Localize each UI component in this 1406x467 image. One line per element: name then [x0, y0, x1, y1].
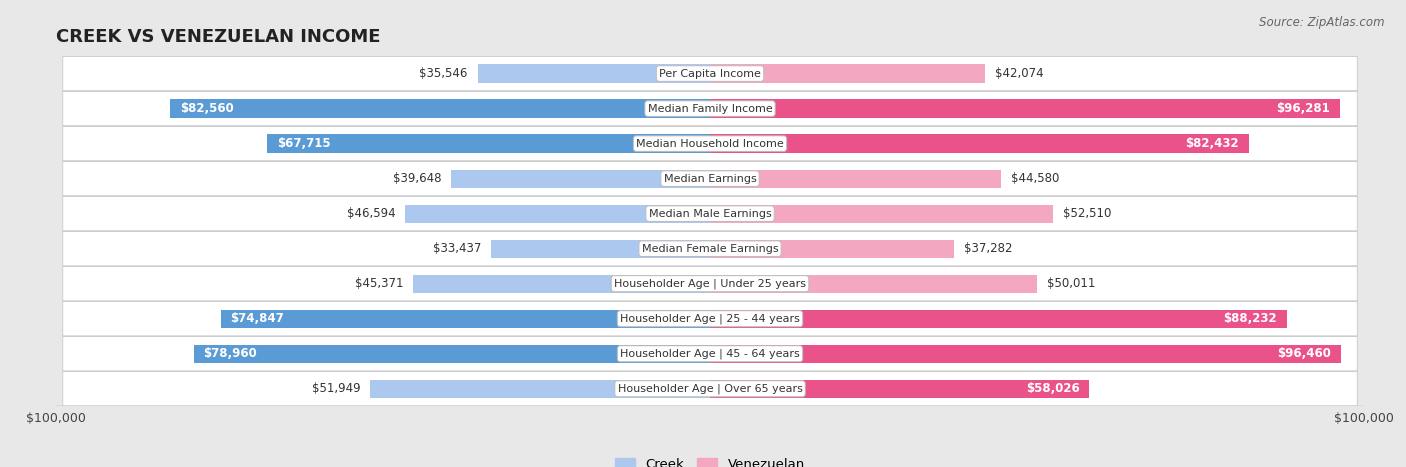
Bar — [478, 64, 710, 83]
Text: Source: ZipAtlas.com: Source: ZipAtlas.com — [1260, 16, 1385, 29]
Text: $67,715: $67,715 — [277, 137, 330, 150]
Bar — [710, 240, 953, 258]
Bar — [710, 99, 1340, 118]
Bar — [710, 275, 1038, 293]
Bar — [710, 134, 1249, 153]
Text: Per Capita Income: Per Capita Income — [659, 69, 761, 78]
Bar — [710, 205, 1053, 223]
Legend: Creek, Venezuelan: Creek, Venezuelan — [610, 453, 810, 467]
Text: CREEK VS VENEZUELAN INCOME: CREEK VS VENEZUELAN INCOME — [56, 28, 381, 46]
Bar — [267, 134, 710, 153]
FancyBboxPatch shape — [63, 337, 1357, 371]
Text: $37,282: $37,282 — [963, 242, 1012, 255]
Text: $82,560: $82,560 — [180, 102, 233, 115]
FancyBboxPatch shape — [63, 92, 1357, 126]
Bar — [370, 380, 710, 398]
Text: Median Family Income: Median Family Income — [648, 104, 772, 113]
Bar — [710, 345, 1341, 363]
Bar — [710, 64, 986, 83]
Text: $45,371: $45,371 — [356, 277, 404, 290]
Text: Householder Age | 25 - 44 years: Householder Age | 25 - 44 years — [620, 313, 800, 324]
Text: Householder Age | 45 - 64 years: Householder Age | 45 - 64 years — [620, 348, 800, 359]
Text: $96,460: $96,460 — [1277, 347, 1331, 360]
Text: $50,011: $50,011 — [1047, 277, 1095, 290]
Bar — [405, 205, 710, 223]
FancyBboxPatch shape — [63, 197, 1357, 231]
FancyBboxPatch shape — [63, 57, 1357, 91]
Bar — [710, 380, 1090, 398]
Text: Householder Age | Under 25 years: Householder Age | Under 25 years — [614, 278, 806, 289]
Text: $46,594: $46,594 — [347, 207, 395, 220]
Text: $33,437: $33,437 — [433, 242, 482, 255]
Bar — [194, 345, 710, 363]
Text: $39,648: $39,648 — [392, 172, 441, 185]
Text: $44,580: $44,580 — [1011, 172, 1060, 185]
Text: $78,960: $78,960 — [204, 347, 257, 360]
Text: $35,546: $35,546 — [419, 67, 468, 80]
Bar — [170, 99, 710, 118]
FancyBboxPatch shape — [63, 232, 1357, 266]
Text: $74,847: $74,847 — [231, 312, 284, 325]
Text: $96,281: $96,281 — [1277, 102, 1330, 115]
Text: $82,432: $82,432 — [1185, 137, 1239, 150]
Bar — [451, 170, 710, 188]
Bar — [710, 310, 1286, 328]
Text: $52,510: $52,510 — [1063, 207, 1112, 220]
Text: $42,074: $42,074 — [995, 67, 1043, 80]
Bar — [413, 275, 710, 293]
Text: Householder Age | Over 65 years: Householder Age | Over 65 years — [617, 383, 803, 394]
FancyBboxPatch shape — [63, 267, 1357, 301]
FancyBboxPatch shape — [63, 127, 1357, 161]
FancyBboxPatch shape — [63, 162, 1357, 196]
FancyBboxPatch shape — [63, 372, 1357, 406]
Text: $58,026: $58,026 — [1026, 382, 1080, 395]
Text: Median Male Earnings: Median Male Earnings — [648, 209, 772, 219]
Bar — [221, 310, 710, 328]
Text: Median Earnings: Median Earnings — [664, 174, 756, 184]
Text: $51,949: $51,949 — [312, 382, 360, 395]
Text: Median Female Earnings: Median Female Earnings — [641, 244, 779, 254]
Bar — [710, 170, 1001, 188]
Bar — [492, 240, 710, 258]
Text: Median Household Income: Median Household Income — [636, 139, 785, 149]
FancyBboxPatch shape — [63, 302, 1357, 336]
Text: $88,232: $88,232 — [1223, 312, 1277, 325]
